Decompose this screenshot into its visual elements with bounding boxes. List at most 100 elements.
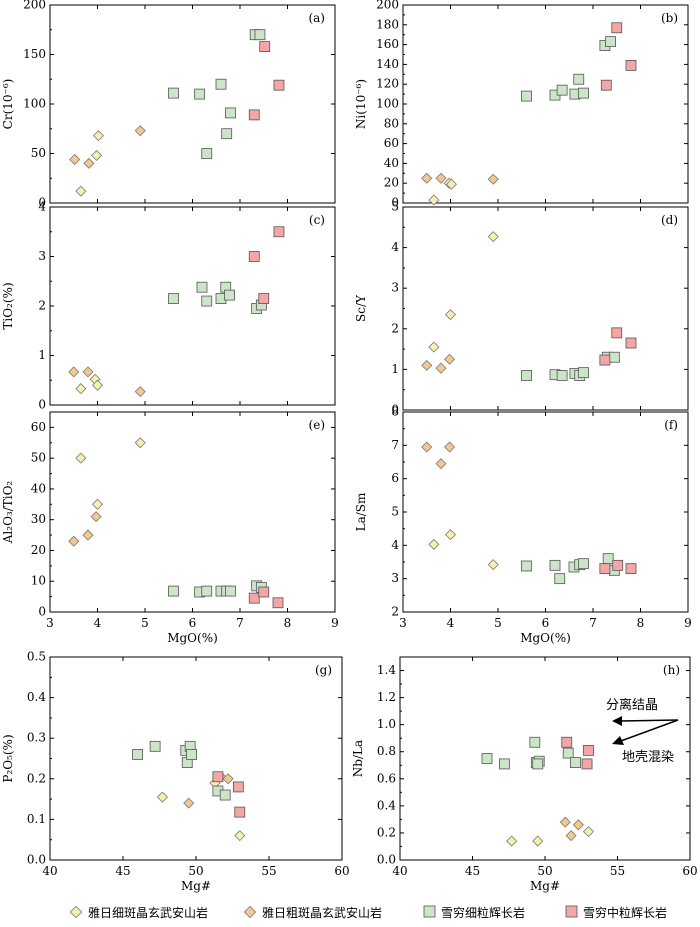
data-point-square	[212, 771, 224, 783]
data-point-square	[225, 585, 236, 597]
data-point-square	[532, 758, 544, 770]
x-tick-label: 5	[494, 616, 502, 630]
data-point-diamond	[222, 773, 234, 785]
x-tick-label: 9	[331, 616, 339, 630]
y-tick-label: 4	[391, 240, 399, 254]
x-tick-label: 45	[115, 864, 130, 878]
y-tick-label: 5	[391, 200, 399, 214]
chart-panel-b: 0 20 40 60 80 100 120 140 160 180 200 Ni(10⁻⁶) (b)	[354, 0, 689, 210]
data-point-square	[248, 592, 260, 604]
fractional-crystallization-arrow	[617, 719, 679, 722]
y-tick-label: 0.4	[27, 690, 46, 704]
data-point-diamond	[435, 458, 447, 470]
chart-panel-e: 0 10 20 30 40 50 60 3 4 5 6 7 8 9 Al₂O₃/TiO₂ MgO(%) (e)	[1, 411, 339, 645]
data-point-square	[258, 586, 270, 598]
data-point-square	[521, 560, 532, 572]
data-point-diamond	[487, 559, 499, 571]
data-point-diamond	[134, 437, 146, 449]
data-point-square	[168, 87, 179, 99]
data-point-diamond	[444, 441, 456, 453]
data-point-diamond	[444, 529, 457, 541]
x-tick-label: 55	[610, 864, 625, 878]
panel-tag: (b)	[661, 11, 678, 25]
y-tick-label: 0.5	[27, 650, 46, 664]
data-point-square	[248, 109, 260, 121]
y-tick-label: 3	[391, 281, 399, 295]
panel-tag: (d)	[661, 213, 678, 227]
plot-frame	[49, 411, 336, 613]
legend-label: 雅日粗斑晶玄武安山岩	[262, 905, 382, 920]
data-point-square	[498, 758, 510, 770]
y-axis-label: TiO₂(%)	[1, 282, 15, 329]
y-tick-label: 0.3	[27, 731, 46, 745]
data-point-square	[561, 736, 573, 748]
y-tick-label: 80	[384, 116, 399, 130]
data-point-diamond	[444, 353, 456, 365]
annotation-label: 分离结晶	[606, 697, 658, 713]
data-point-square	[583, 744, 594, 756]
data-point-diamond	[421, 172, 433, 184]
data-point-square	[225, 107, 236, 119]
data-point-square	[254, 29, 266, 41]
panel-tag: (a)	[308, 11, 325, 25]
data-point-diamond	[582, 826, 595, 838]
data-point-square	[272, 597, 284, 609]
y-tick-label: 0.0	[377, 853, 396, 867]
data-point-diamond	[82, 529, 94, 541]
y-tick-label: 140	[376, 57, 399, 71]
y-tick-label: 100	[376, 97, 399, 111]
y-tick-label: 100	[23, 97, 46, 111]
y-tick-label: 200	[376, 0, 399, 12]
legend-item: 雅日粗斑晶玄武安山岩	[243, 905, 382, 920]
data-point-diamond	[82, 366, 94, 378]
data-point-square	[201, 148, 213, 159]
data-point-diamond	[90, 511, 102, 523]
annotation-label: 地壳混染	[622, 750, 674, 765]
data-point-diamond	[421, 441, 433, 453]
x-tick-label: 5	[141, 616, 149, 630]
y-tick-label: 6	[391, 471, 399, 485]
y-tick-label: 120	[376, 77, 399, 91]
legend-label: 雪穷细粒辉长岩	[441, 905, 525, 920]
panel-tag: (c)	[309, 213, 325, 227]
y-tick-label: 0.1	[27, 812, 46, 826]
y-axis-label: La/Sm	[354, 492, 368, 531]
data-point-diamond	[134, 386, 146, 398]
data-point-square	[600, 79, 612, 91]
data-point-square	[556, 84, 568, 96]
y-tick-label: 2	[391, 321, 399, 335]
data-point-square	[581, 758, 593, 770]
y-tick-label: 0.4	[377, 798, 396, 812]
y-tick-label: 160	[376, 37, 399, 51]
data-point-diamond	[156, 791, 168, 803]
data-point-diamond	[428, 194, 440, 206]
chart-panel-d: 0 1 2 3 4 5 Sc/Y (d)	[354, 200, 689, 417]
data-point-diamond	[92, 130, 104, 142]
x-tick-label: 7	[236, 616, 244, 630]
crustal-contamination-arrow	[617, 719, 679, 743]
y-tick-label: 20	[31, 543, 46, 557]
y-tick-label: 50	[31, 451, 46, 465]
data-point-square	[149, 740, 161, 752]
data-point-square	[168, 293, 179, 304]
data-point-square	[521, 370, 532, 381]
data-point-square	[232, 781, 244, 793]
data-point-square	[234, 806, 246, 818]
data-point-diamond	[428, 538, 440, 550]
data-point-square	[611, 327, 623, 339]
data-point-square	[612, 559, 624, 571]
data-point-diamond	[75, 452, 87, 464]
x-tick-label: 8	[284, 616, 292, 630]
data-point-square	[605, 36, 616, 48]
data-point-square	[196, 281, 208, 293]
y-tick-label: 0.0	[27, 853, 46, 867]
data-point-square	[132, 749, 144, 760]
y-axis-label: P₂O₅(%)	[1, 734, 15, 782]
data-point-square	[186, 749, 198, 760]
legend-item: 雪穷中粒辉长岩	[565, 905, 667, 920]
data-point-diamond	[487, 173, 499, 185]
panel-tag: (h)	[663, 663, 680, 677]
data-point-square	[556, 370, 568, 381]
y-tick-label: 0.2	[377, 825, 396, 839]
y-tick-label: 1.4	[377, 663, 396, 677]
